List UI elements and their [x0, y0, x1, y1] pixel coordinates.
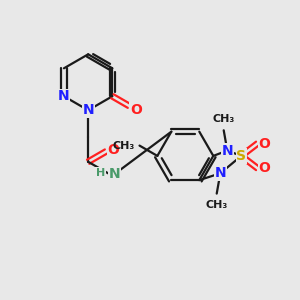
- Text: N: N: [221, 144, 233, 158]
- Text: CH₃: CH₃: [113, 141, 135, 151]
- Text: N: N: [108, 167, 120, 181]
- Text: S: S: [236, 149, 246, 163]
- Text: N: N: [82, 103, 94, 117]
- Text: O: O: [258, 136, 270, 151]
- Text: O: O: [108, 143, 120, 157]
- Text: O: O: [258, 161, 270, 175]
- Text: H: H: [96, 168, 105, 178]
- Text: N: N: [214, 166, 226, 180]
- Text: N: N: [58, 89, 70, 103]
- Text: CH₃: CH₃: [206, 200, 228, 210]
- Text: O: O: [130, 103, 142, 117]
- Text: CH₃: CH₃: [213, 114, 235, 124]
